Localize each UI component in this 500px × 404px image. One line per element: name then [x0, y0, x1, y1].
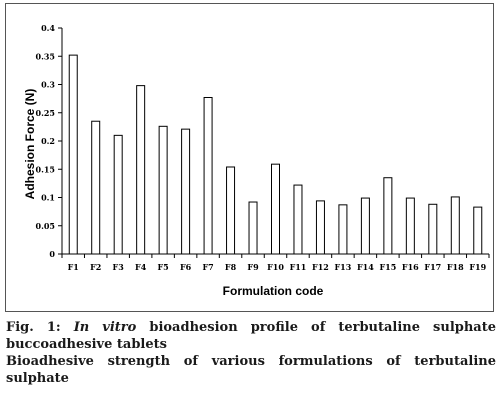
caption-rest: bioadhesion profile of terbutaline sulph… — [6, 320, 497, 352]
x-tick-label: F7 — [202, 262, 213, 272]
x-tick-label: F5 — [158, 262, 169, 272]
x-tick-label: F6 — [180, 262, 192, 272]
caption-line-1: Fig. 1: In vitro bioadhesion profile of … — [6, 319, 496, 353]
bar-f9 — [248, 201, 258, 255]
bar-f8 — [226, 166, 236, 255]
y-tick-label: 0.3 — [41, 80, 55, 90]
x-tick-label: F4 — [135, 262, 147, 272]
bar-f4 — [136, 85, 146, 255]
bar-f1 — [68, 54, 78, 255]
bar-f6 — [181, 128, 191, 255]
y-tick-label: 0.4 — [41, 23, 55, 33]
x-tick-label: F3 — [113, 262, 125, 272]
x-tick-label: F15 — [379, 262, 396, 272]
y-tick-label: 0 — [49, 249, 55, 259]
x-tick-label: F18 — [447, 262, 464, 272]
bar-f16 — [405, 197, 415, 255]
x-tick-label: F13 — [335, 262, 352, 272]
bar-f3 — [113, 134, 123, 255]
x-tick-label: F1 — [68, 262, 79, 272]
bar-f13 — [338, 204, 348, 255]
y-axis-title: Adhesion Force (N) — [23, 89, 37, 200]
bar-f11 — [293, 184, 303, 255]
y-tick-label: 0.05 — [36, 221, 55, 231]
caption-italic: In vitro — [73, 320, 137, 335]
bar-f18 — [450, 196, 460, 255]
bar-f15 — [383, 177, 393, 255]
x-tick-label: F19 — [469, 262, 486, 272]
x-tick-label: F17 — [424, 262, 441, 272]
bar-f10 — [271, 163, 280, 255]
bar-f7 — [203, 96, 213, 255]
x-tick-label: F9 — [247, 262, 259, 272]
caption-prefix: Fig. 1: — [6, 320, 74, 335]
y-tick-label: 0.25 — [36, 108, 55, 118]
bar-f14 — [360, 197, 370, 255]
x-axis-title: Formulation code — [223, 284, 324, 298]
y-tick-label: 0.2 — [41, 136, 55, 146]
y-tick-label: 0.15 — [36, 164, 55, 174]
y-tick-label: 0.35 — [36, 51, 55, 61]
bar-f17 — [428, 203, 438, 255]
bar-chart: Adhesion Force (N) Formulation code 0 0.0… — [23, 23, 490, 298]
y-tick-label: 0.1 — [41, 193, 55, 203]
x-tick-label: F10 — [267, 262, 284, 272]
x-tick-label: F2 — [90, 262, 101, 272]
bar-f5 — [158, 125, 168, 255]
x-tick-label: F11 — [290, 262, 307, 272]
x-tick-label: F16 — [402, 262, 419, 272]
figure-caption: Fig. 1: In vitro bioadhesion profile of … — [6, 319, 496, 387]
x-tick-label: F12 — [312, 262, 329, 272]
chart-frame: Adhesion Force (N) Formulation code 0 0.0… — [5, 3, 494, 312]
x-tick-label: F8 — [225, 262, 237, 272]
bar-f19 — [473, 206, 483, 255]
bar-f2 — [91, 120, 101, 255]
x-tick-label: F14 — [357, 262, 374, 272]
caption-line-2: Bioadhesive strength of various formulat… — [6, 354, 496, 386]
bar-f12 — [315, 200, 325, 255]
